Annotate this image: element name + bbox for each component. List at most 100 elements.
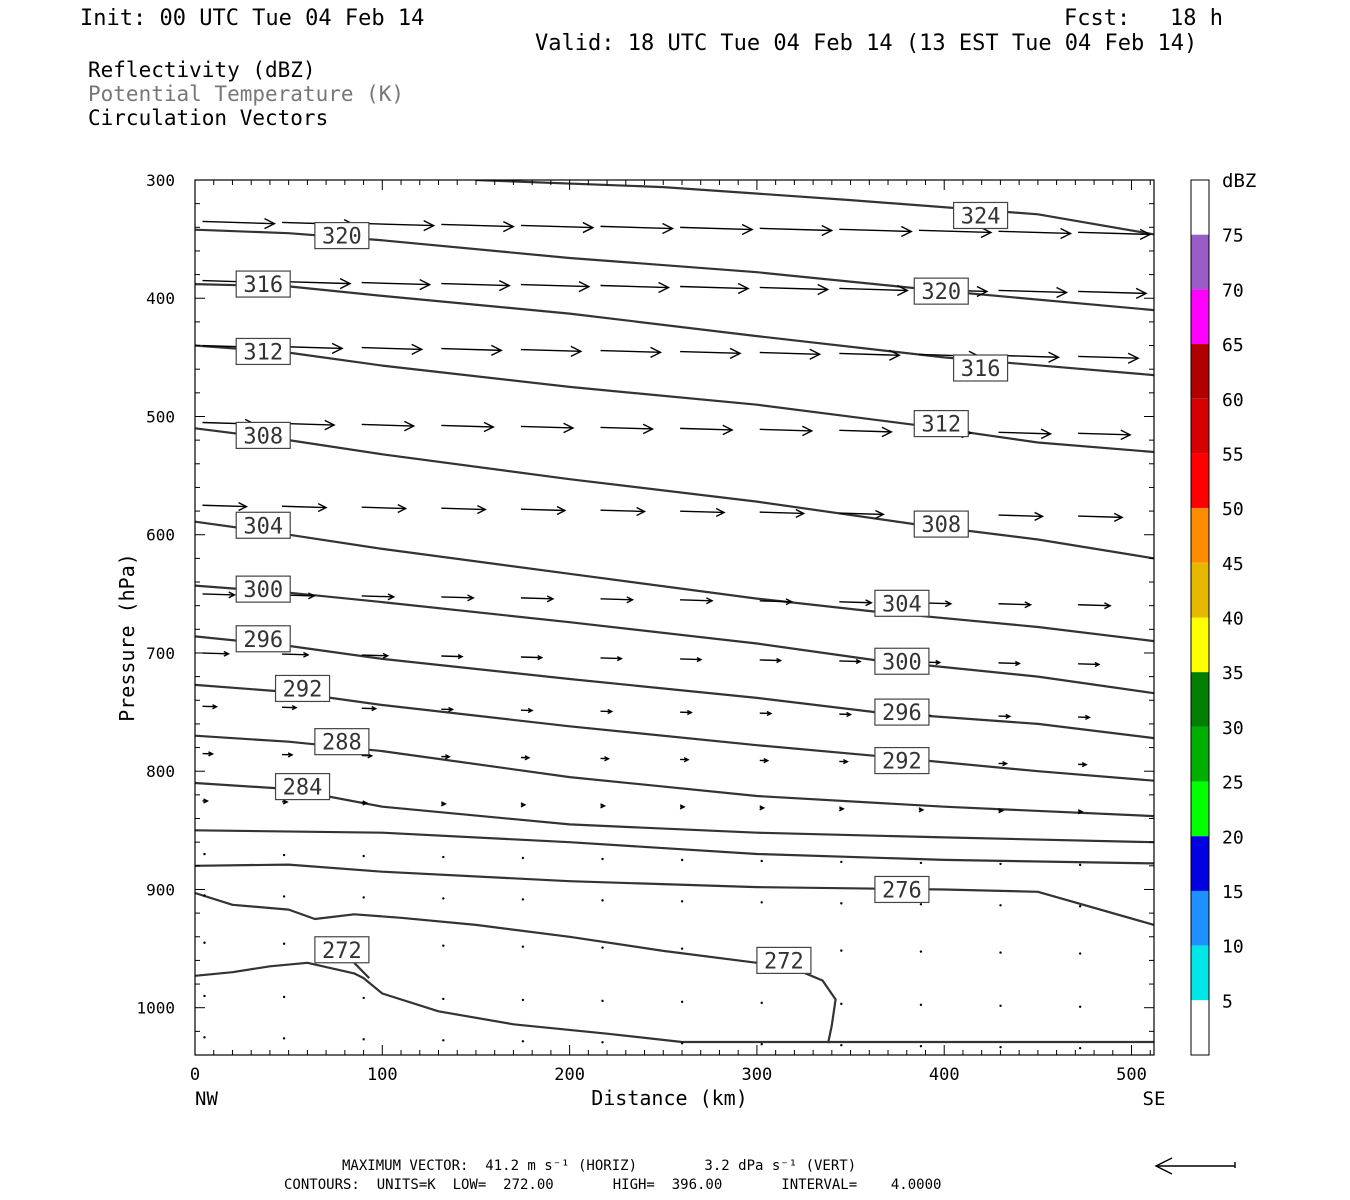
circulation-vector [919,1044,923,1048]
contour-label-box [314,728,370,756]
circulation-vector [919,1003,923,1007]
contour-label-box [913,409,969,438]
contour-label-text: 292 [882,750,922,775]
contour-label-box [874,698,930,726]
circulation-vector [600,222,675,235]
circulation-vector [521,856,525,860]
contour-label-box [274,772,331,801]
circulation-vector [680,757,690,763]
contour-line [195,734,1154,818]
contour-label: 308 [913,510,969,538]
circulation-vector [680,507,726,518]
circulation-vector [362,996,365,1000]
circulation-vector [840,902,843,905]
circulation-vector [680,223,754,236]
colorbar-tick-label: 30 [1222,718,1244,739]
circulation-vector [441,344,503,357]
colorbar-tick-label: 40 [1222,609,1244,630]
circulation-vector [601,999,604,1003]
circulation-vector [759,657,783,664]
circulation-vector [203,1036,206,1039]
colorbar-band [1191,508,1209,563]
y-axis-title: Pressure (hPa) [115,553,139,722]
colorbar-band [1191,344,1209,399]
colorbar-band [1191,289,1209,345]
circulation-vector [600,756,611,762]
y-tick-label: 400 [146,289,175,308]
circulation-vector [362,854,365,858]
contour-label-text: 304 [243,514,283,539]
circulation-vector [442,944,445,947]
contour-label-text: 292 [283,677,323,702]
circulation-vector [999,1045,1002,1049]
circulation-vector [441,706,455,713]
circulation-vector [282,942,286,945]
contour-label: 320 [913,277,969,305]
contour-label-text: 320 [921,280,961,305]
circulation-vector [202,751,215,757]
circulation-vector [601,899,604,902]
circulation-vector [361,706,378,712]
colorbar-tick-label: 50 [1222,499,1244,520]
circulation-vector [441,421,495,433]
contour-label-text: 312 [921,413,961,438]
contour-line [195,584,1154,695]
contour-label-text: 296 [243,628,283,653]
max-vector-note: MAXIMUM VECTOR: 41.2 m s⁻¹ (HORIZ) 3.2 d… [342,1158,857,1174]
y-tick-label: 600 [146,526,175,545]
circulation-vector [520,422,575,434]
circulation-vector [1078,1046,1082,1050]
circulation-vector [361,503,408,514]
colorbar-tick-label: 70 [1222,280,1244,301]
colorbar-band [1191,180,1209,235]
y-tick-label: 900 [146,880,175,899]
contours-note: CONTOURS: UNITS=K LOW= 272.00 HIGH= 396.… [284,1177,942,1193]
circulation-vector [1078,429,1132,441]
x-tick-label: 0 [190,1065,200,1085]
circulation-vector [998,351,1061,363]
circulation-vector [1078,1005,1082,1008]
y-tick-label: 800 [146,762,175,781]
circulation-vector [361,420,416,432]
circulation-vector [1078,287,1148,300]
contour-label-text: 300 [882,650,922,675]
circulation-vector [759,224,834,237]
circulation-vector [202,798,210,804]
circulation-vector [759,710,773,717]
circulation-vector [521,898,525,901]
circulation-vector [839,599,873,607]
colorbar-band [1191,945,1209,1001]
circulation-vector [600,281,671,294]
colorbar-band [1191,726,1209,782]
circulation-vector [520,345,583,357]
circulation-vector [440,801,447,807]
circulation-vector [919,861,923,865]
contour-label: 284 [274,772,331,801]
contour-label-box [235,337,291,366]
colorbar-band [1191,562,1209,618]
contour-label: 276 [874,875,930,903]
contour-label-box [235,511,291,539]
colorbar-frame [1190,179,1210,1056]
contour-line [195,863,1154,926]
circulation-vector [361,652,390,659]
circulation-vector [442,897,445,900]
circulation-vector [282,895,286,898]
circulation-vector [840,1002,843,1006]
circulation-vector [361,343,424,356]
y-tick-label: 700 [146,644,175,663]
circulation-vector [600,596,635,604]
circulation-vector [203,894,206,897]
colorbar-tick-label: 10 [1222,937,1244,958]
circulation-vector [999,904,1002,907]
forecast-hour: Fcst: 18 h [1064,6,1223,31]
contour-label: 288 [314,728,370,756]
legend-potential-temperature: Potential Temperature (K) [88,82,405,106]
circulation-vector [680,1042,684,1045]
circulation-vector [1077,809,1084,815]
colorbar-tick-label: 25 [1222,773,1244,794]
circulation-vector [520,221,595,234]
contour-label: 272 [314,936,370,964]
circulation-vector [998,428,1053,440]
circulation-vector [202,650,231,657]
